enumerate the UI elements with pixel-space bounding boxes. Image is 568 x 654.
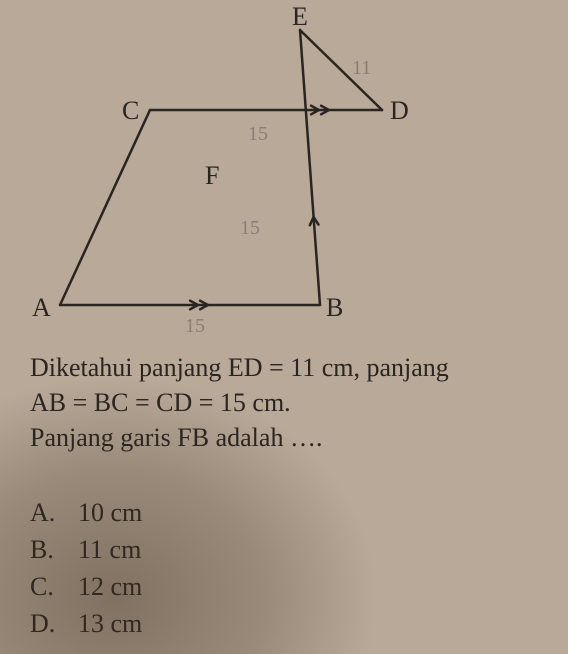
answer-options: A. 10 cm B. 11 cm C. 12 cm D. 13 cm xyxy=(30,495,142,643)
vertex-label-f: F xyxy=(205,161,219,191)
pencil-annotation: 15 xyxy=(240,217,260,240)
pencil-annotation: 15 xyxy=(185,315,205,338)
pencil-annotation: 15 xyxy=(248,123,268,146)
vertex-label-a: A xyxy=(32,293,51,323)
option-text: 13 cm xyxy=(78,606,142,643)
geometry-diagram: A B C D E F 11 15 15 15 xyxy=(20,5,440,345)
question-line-1: Diketahui panjang ED = 11 cm, panjang xyxy=(30,350,540,385)
option-text: 12 cm xyxy=(78,569,142,606)
option-b: B. 11 cm xyxy=(30,532,142,569)
option-letter: C. xyxy=(30,569,78,606)
diagram-svg xyxy=(20,5,440,345)
question-text: Diketahui panjang ED = 11 cm, panjang AB… xyxy=(30,350,540,455)
option-text: 11 cm xyxy=(78,532,141,569)
option-letter: B. xyxy=(30,532,78,569)
vertex-label-e: E xyxy=(292,2,308,32)
option-letter: D. xyxy=(30,606,78,643)
option-c: C. 12 cm xyxy=(30,569,142,606)
option-a: A. 10 cm xyxy=(30,495,142,532)
vertex-label-c: C xyxy=(122,96,139,126)
option-d: D. 13 cm xyxy=(30,606,142,643)
option-letter: A. xyxy=(30,495,78,532)
question-line-3: Panjang garis FB adalah …. xyxy=(30,420,540,455)
vertex-label-d: D xyxy=(390,96,409,126)
option-text: 10 cm xyxy=(78,495,142,532)
vertex-label-b: B xyxy=(326,293,343,323)
pencil-annotation: 11 xyxy=(352,57,371,80)
question-line-2: AB = BC = CD = 15 cm. xyxy=(30,385,540,420)
